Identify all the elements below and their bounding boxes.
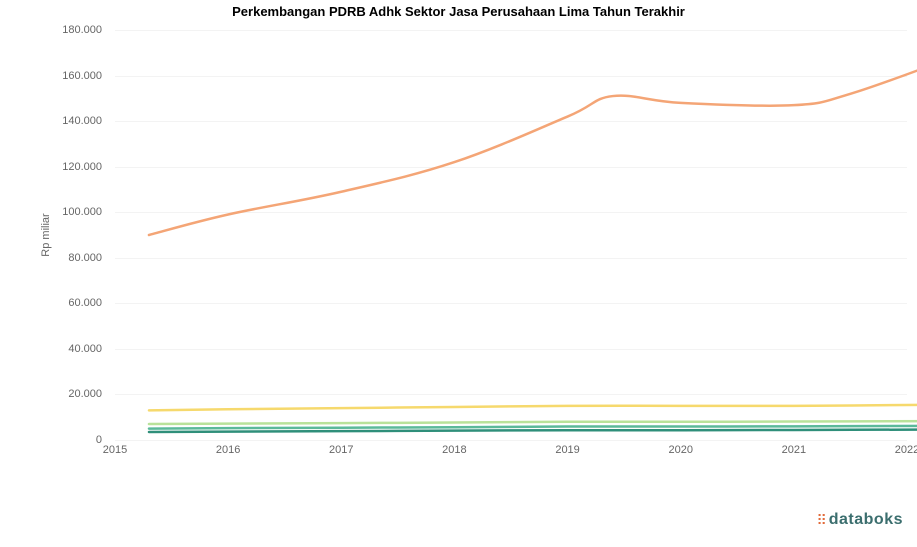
gridline — [115, 440, 907, 441]
x-tick-label: 2020 — [668, 444, 692, 456]
line-series-yellow — [149, 405, 917, 411]
line-series-orange — [149, 62, 917, 235]
y-tick-label: 120.000 — [12, 161, 102, 173]
x-tick-label: 2017 — [329, 444, 353, 456]
line-series-teal — [149, 426, 917, 429]
y-tick-label: 0 — [12, 434, 102, 446]
y-tick-label: 40.000 — [12, 343, 102, 355]
x-tick-label: 2021 — [782, 444, 806, 456]
y-tick-label: 100.000 — [12, 206, 102, 218]
y-tick-label: 180.000 — [12, 24, 102, 36]
databoks-logo: ⠿ databoks — [816, 511, 903, 529]
y-tick-label: 20.000 — [12, 388, 102, 400]
x-tick-label: 2016 — [216, 444, 240, 456]
chart-title: Perkembangan PDRB Adhk Sektor Jasa Perus… — [0, 4, 917, 19]
y-tick-label: 80.000 — [12, 252, 102, 264]
y-tick-label: 60.000 — [12, 297, 102, 309]
databoks-logo-icon: ⠿ — [816, 512, 824, 529]
x-tick-label: 2015 — [103, 444, 127, 456]
plot-area — [115, 30, 907, 440]
y-tick-label: 140.000 — [12, 115, 102, 127]
y-tick-label: 160.000 — [12, 70, 102, 82]
x-tick-label: 2018 — [442, 444, 466, 456]
x-tick-label: 2019 — [555, 444, 579, 456]
chart-lines — [115, 30, 907, 440]
line-series-lightgreen — [149, 421, 917, 424]
x-tick-label: 2022 — [895, 444, 917, 456]
line-series-darkteal — [149, 430, 917, 433]
databoks-logo-text: databoks — [829, 511, 903, 529]
y-axis-title: Rp miliar — [40, 213, 52, 256]
